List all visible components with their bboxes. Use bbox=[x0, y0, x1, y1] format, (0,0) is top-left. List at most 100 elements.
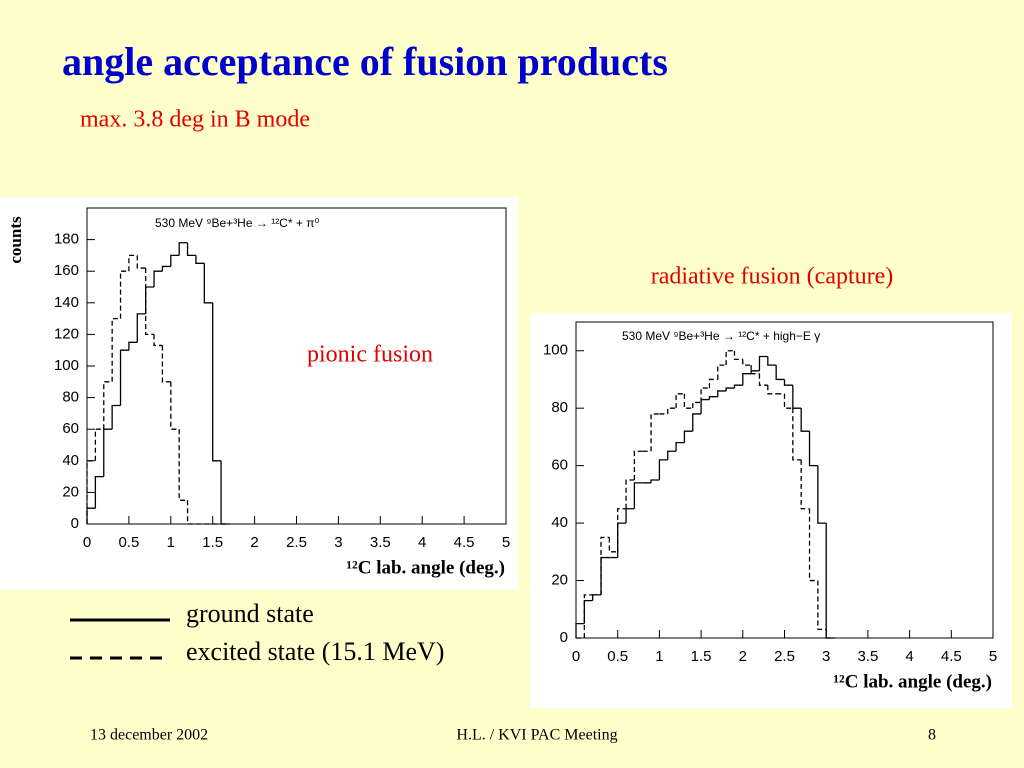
histogram-step bbox=[750, 370, 760, 374]
x-tick-label: 3 bbox=[334, 534, 342, 551]
y-tick-label: 180 bbox=[54, 231, 79, 248]
histogram-step bbox=[725, 387, 735, 391]
plot-title: 530 MeV ⁹Be+³He → ¹²C* + high−E γ bbox=[622, 329, 820, 343]
histogram-step bbox=[783, 393, 793, 409]
x-tick-label: 1 bbox=[167, 534, 175, 551]
x-axis-label: ¹²C lab. angle (deg.) bbox=[833, 671, 992, 692]
chart-panel bbox=[530, 313, 1012, 708]
y-tick-label: 100 bbox=[54, 357, 79, 374]
histogram-step bbox=[103, 381, 113, 430]
x-tick-label: 1 bbox=[655, 648, 663, 665]
x-tick-label: 4.5 bbox=[941, 648, 962, 665]
histogram-step bbox=[203, 263, 213, 304]
histogram-step bbox=[650, 479, 660, 483]
histogram-step bbox=[212, 302, 222, 462]
histogram-step bbox=[178, 429, 188, 501]
y-tick-label: 60 bbox=[62, 420, 79, 437]
histogram-step bbox=[708, 378, 718, 389]
histogram-step bbox=[825, 629, 835, 639]
x-tick-label: 0.5 bbox=[118, 534, 139, 551]
x-tick-label: 5 bbox=[989, 648, 997, 665]
histogram-step bbox=[153, 334, 163, 347]
x-tick-label: 1.5 bbox=[691, 648, 712, 665]
y-tick-label: 60 bbox=[551, 457, 568, 474]
x-tick-label: 5 bbox=[502, 534, 510, 551]
histogram-step bbox=[800, 408, 810, 432]
histogram-step bbox=[608, 537, 618, 553]
histogram-step bbox=[658, 459, 668, 480]
slide-title: angle acceptance of fusion products bbox=[62, 39, 668, 84]
x-tick-label: 2.5 bbox=[774, 648, 795, 665]
histogram-step bbox=[119, 270, 129, 319]
histogram-step bbox=[86, 507, 96, 524]
y-tick-label: 20 bbox=[551, 572, 568, 589]
y-tick-label: 100 bbox=[543, 342, 568, 359]
y-tick-label: 20 bbox=[62, 483, 79, 500]
histogram-step bbox=[700, 387, 710, 403]
histogram-step bbox=[758, 373, 768, 386]
x-tick-label: 2 bbox=[250, 534, 258, 551]
y-tick-label: 80 bbox=[62, 389, 79, 406]
histogram-step bbox=[783, 379, 793, 386]
histogram-step bbox=[153, 270, 163, 287]
x-tick-label: 0 bbox=[83, 534, 91, 551]
y-tick-label: 0 bbox=[560, 629, 568, 646]
histogram-step bbox=[178, 242, 188, 256]
histogram-step bbox=[742, 359, 752, 366]
histogram-step bbox=[667, 407, 677, 414]
histogram-step bbox=[119, 349, 129, 406]
histogram-step bbox=[692, 413, 702, 432]
histogram-step bbox=[758, 355, 768, 371]
x-tick-label: 1.5 bbox=[202, 534, 223, 551]
histogram-step bbox=[145, 268, 155, 336]
histogram-step bbox=[817, 465, 827, 524]
histogram-step bbox=[792, 408, 802, 461]
histogram-step bbox=[111, 317, 121, 382]
y-tick-label: 0 bbox=[71, 515, 79, 532]
x-tick-label: 3 bbox=[822, 648, 830, 665]
x-tick-label: 2.5 bbox=[286, 534, 307, 551]
y-tick-label: 140 bbox=[54, 294, 79, 311]
histogram-step bbox=[161, 345, 171, 383]
histogram-step bbox=[633, 450, 643, 480]
annotation: radiative fusion (capture) bbox=[651, 264, 894, 290]
y-tick-label: 120 bbox=[54, 325, 79, 342]
histogram-step bbox=[742, 373, 752, 386]
histogram-step bbox=[725, 350, 735, 366]
histogram-step bbox=[767, 356, 777, 366]
histogram-step bbox=[775, 365, 785, 381]
histogram-step bbox=[94, 475, 104, 509]
x-tick-label: 4.5 bbox=[454, 534, 475, 551]
histogram-step bbox=[170, 381, 180, 430]
y-tick-label: 80 bbox=[551, 399, 568, 416]
histogram-step bbox=[583, 594, 593, 638]
y-axis-label: counts bbox=[6, 216, 25, 264]
histogram-step bbox=[575, 622, 585, 638]
histogram-step bbox=[717, 364, 727, 380]
histogram-step bbox=[733, 350, 743, 360]
x-tick-label: 3.5 bbox=[370, 534, 391, 551]
histogram-step bbox=[667, 450, 677, 460]
histogram-step bbox=[683, 393, 693, 409]
footer-date: 13 december 2002 bbox=[90, 727, 208, 744]
histogram-step bbox=[625, 479, 635, 509]
y-tick-label: 40 bbox=[551, 514, 568, 531]
histogram-step bbox=[675, 442, 685, 452]
histogram-step bbox=[136, 255, 146, 269]
histogram-step bbox=[708, 396, 718, 400]
histogram-step bbox=[767, 385, 777, 395]
legend-label: excited state (15.1 MeV) bbox=[186, 637, 444, 666]
histogram-step bbox=[111, 404, 121, 430]
histogram-step bbox=[195, 255, 205, 264]
histogram-step bbox=[617, 508, 627, 552]
x-axis-label: ¹²C lab. angle (deg.) bbox=[346, 557, 505, 578]
annotation: pionic fusion bbox=[307, 342, 433, 368]
x-tick-label: 0.5 bbox=[607, 648, 628, 665]
legend-label: ground state bbox=[186, 599, 314, 628]
histogram-step bbox=[86, 460, 96, 524]
histogram-step bbox=[717, 390, 727, 397]
histogram-step bbox=[186, 242, 196, 257]
histogram-step bbox=[808, 431, 818, 467]
